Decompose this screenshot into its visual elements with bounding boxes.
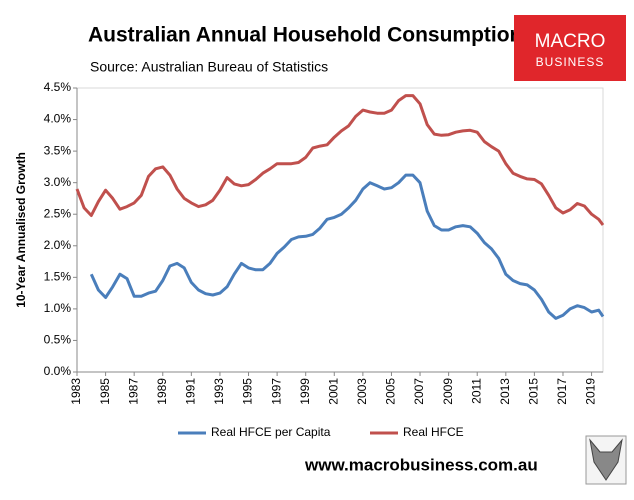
- x-tick-label: 1999: [298, 378, 312, 405]
- x-tick-label: 2015: [527, 378, 541, 405]
- x-tick-label: 2001: [326, 378, 340, 405]
- x-tick-label: 2011: [469, 378, 483, 404]
- y-tick-label: 4.0%: [44, 112, 72, 126]
- x-tick-label: 2005: [384, 378, 398, 405]
- x-tick-label: 1985: [98, 378, 112, 405]
- y-tick-label: 3.5%: [44, 143, 72, 157]
- x-tick-label: 1987: [126, 378, 140, 405]
- logo-text: BUSINESS: [536, 55, 605, 69]
- y-tick-label: 4.5%: [44, 80, 72, 94]
- x-tick-label: 1995: [241, 378, 255, 405]
- series-line: [89, 173, 605, 320]
- legend-label: Real HFCE per Capita: [211, 425, 331, 439]
- y-tick-label: 1.0%: [44, 301, 72, 315]
- chart-title: Australian Annual Household Consumption: [88, 24, 522, 47]
- x-tick-label: 1983: [69, 378, 83, 405]
- logo-text: MACRO: [535, 31, 606, 52]
- plot-area: [76, 87, 604, 373]
- chart-subtitle: Source: Australian Bureau of Statistics: [90, 59, 328, 75]
- x-tick-label: 2007: [412, 378, 426, 405]
- x-tick-label: 1997: [269, 378, 283, 405]
- x-tick-label: 2003: [355, 378, 369, 405]
- legend-label: Real HFCE: [403, 425, 464, 439]
- x-tick-label: 2017: [555, 378, 569, 405]
- y-tick-label: 2.0%: [44, 238, 72, 252]
- x-tick-label: 2009: [441, 378, 455, 405]
- x-tick-label: 2019: [584, 378, 598, 405]
- y-tick-label: 0.0%: [44, 364, 72, 378]
- x-tick-label: 1993: [212, 378, 226, 405]
- logo-box: [514, 15, 626, 81]
- x-tick-label: 1989: [155, 378, 169, 405]
- y-tick-label: 0.5%: [44, 333, 72, 347]
- series-line: [75, 94, 605, 226]
- wolf-icon: [585, 435, 627, 485]
- y-tick-label: 1.5%: [44, 270, 72, 284]
- y-axis-title: 10-Year Annualised Growth: [14, 152, 28, 308]
- footer: www.macrobusiness.com.au: [304, 455, 538, 474]
- x-tick-label: 2013: [498, 378, 512, 405]
- y-tick-label: 2.5%: [44, 206, 72, 220]
- y-tick-label: 3.0%: [44, 175, 72, 189]
- x-tick-label: 1991: [184, 378, 198, 405]
